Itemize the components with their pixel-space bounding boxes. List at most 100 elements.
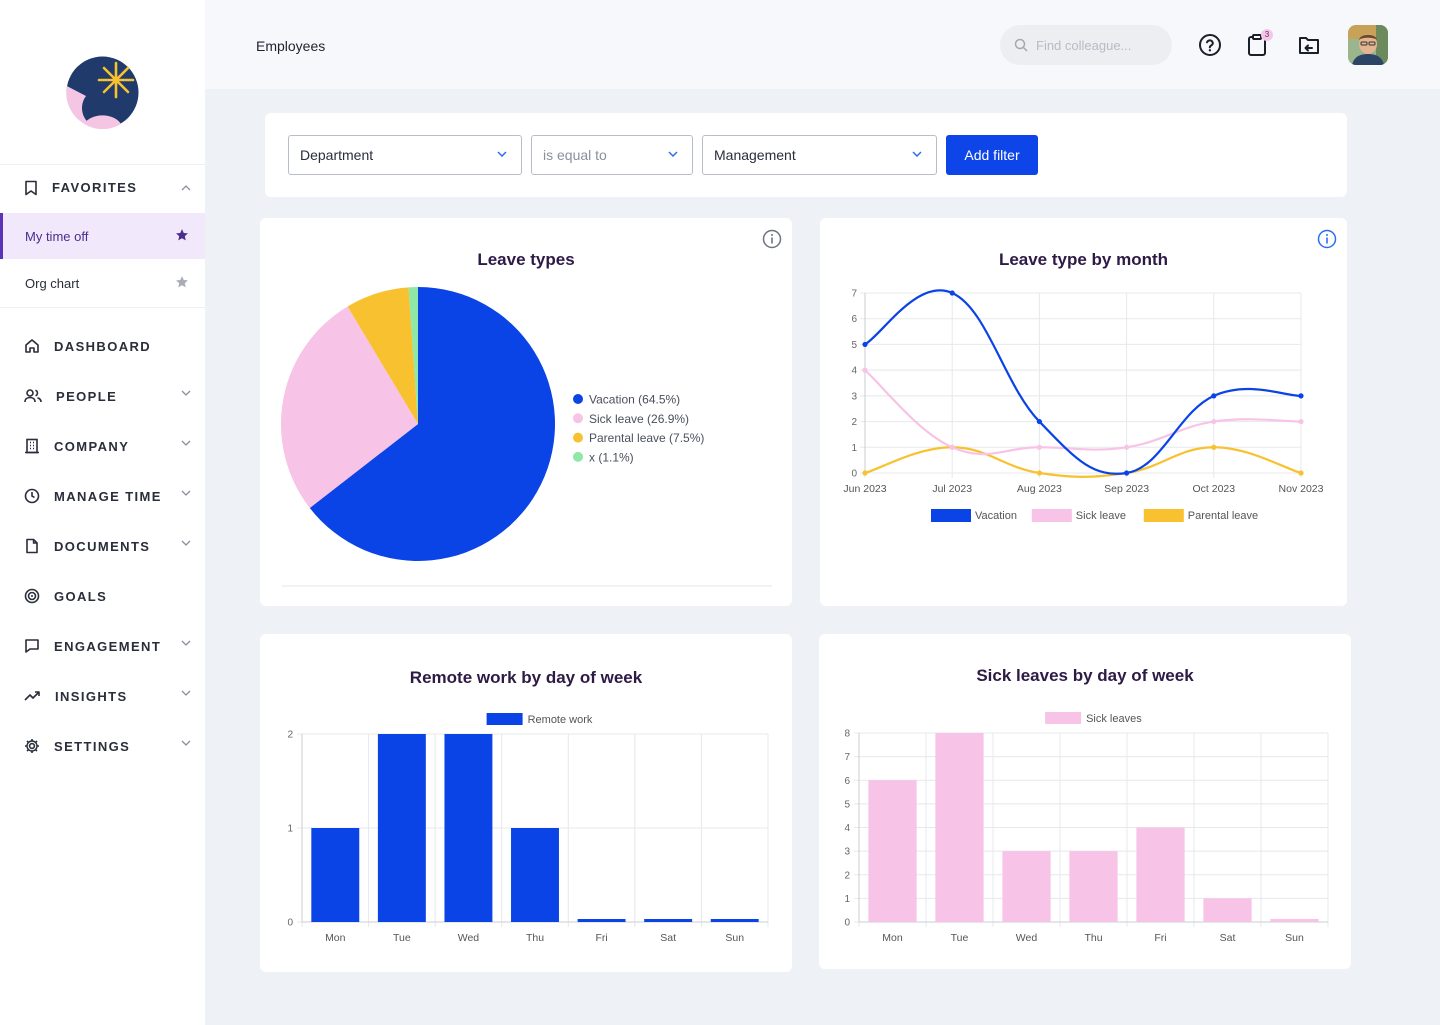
search-input[interactable]	[1036, 37, 1156, 53]
bar-sun	[710, 919, 759, 922]
filter-value-select[interactable]: Management	[702, 135, 937, 175]
nav-company[interactable]: COMPANY	[0, 428, 205, 464]
company-logo[interactable]	[66, 56, 139, 129]
select-value: is equal to	[543, 147, 607, 163]
nav-label: GOALS	[54, 588, 108, 604]
nav-label: MANAGE TIME	[54, 488, 162, 504]
x-tick-label: Sun	[725, 932, 744, 944]
search-box[interactable]	[1000, 25, 1172, 65]
pie-slice-sick-leave	[281, 306, 418, 508]
nav-goals[interactable]: GOALS	[0, 578, 205, 614]
y-tick-label: 3	[851, 391, 857, 402]
add-filter-button[interactable]: Add filter	[946, 135, 1038, 175]
x-tick-label: Sat	[660, 932, 676, 944]
nav-settings[interactable]: SETTINGS	[0, 728, 205, 764]
switch-account-icon[interactable]	[1297, 33, 1321, 57]
legend-swatch	[931, 509, 971, 522]
leave-types-card: Leave types Vacation (64.5%) Sick leave (…	[260, 218, 792, 606]
favorite-my-time-off[interactable]: My time off	[0, 213, 205, 259]
bar-thu	[511, 828, 559, 922]
legend-swatch	[573, 394, 583, 404]
favorite-org-chart[interactable]: Org chart	[0, 260, 205, 306]
y-tick-label: 6	[844, 776, 850, 787]
legend-label: Sick leave	[1076, 510, 1126, 522]
user-avatar[interactable]	[1348, 25, 1388, 65]
select-value: Department	[300, 147, 374, 163]
chart-title: Leave types	[477, 250, 575, 269]
bar-thu	[1069, 851, 1118, 922]
nav-documents[interactable]: DOCUMENTS	[0, 528, 205, 564]
leave-by-month-line-chart: 0 1 2 3 4 5 6 7 Jun 2023 Jul 2023 Aug 2023 Sep 2023…	[843, 289, 1324, 522]
legend-label: Parental leave	[1188, 510, 1258, 522]
chevron-down-icon	[668, 151, 678, 157]
data-point	[1298, 418, 1304, 425]
y-tick-label: 0	[287, 918, 293, 929]
x-tick-label: Jul 2023	[932, 483, 972, 495]
filter-bar: Department is equal to Management Add fi…	[265, 113, 1347, 197]
x-tick-label: Thu	[526, 932, 544, 944]
data-point	[949, 444, 955, 450]
legend-label: x (1.1%)	[589, 450, 634, 464]
data-point	[862, 367, 868, 373]
clipboard-button[interactable]: 3	[1247, 29, 1273, 57]
filter-operator-select[interactable]: is equal to	[531, 135, 693, 175]
help-icon[interactable]	[1198, 33, 1222, 57]
y-tick-label: 2	[851, 417, 857, 428]
building-icon	[25, 438, 39, 454]
bar-tue	[377, 734, 426, 922]
clock-icon	[24, 488, 40, 504]
bookmark-icon	[25, 180, 37, 195]
x-tick-label: Mon	[882, 932, 903, 944]
select-value: Management	[714, 147, 796, 163]
info-icon[interactable]	[762, 229, 782, 249]
legend-label: Vacation	[975, 510, 1017, 522]
nav-label: PEOPLE	[56, 388, 118, 404]
nav-engagement[interactable]: ENGAGEMENT	[0, 628, 205, 664]
nav-manage-time[interactable]: MANAGE TIME	[0, 478, 205, 514]
x-tick-label: Tue	[951, 932, 969, 944]
favorites-section-toggle[interactable]: FAVORITES	[0, 164, 205, 210]
x-tick-label: Mon	[325, 932, 346, 944]
bar-mon	[868, 780, 917, 922]
chevron-down-icon	[912, 151, 922, 157]
star-icon[interactable]	[175, 228, 189, 242]
bar-sat	[644, 919, 693, 922]
favorites-label: FAVORITES	[52, 180, 138, 195]
nav-dashboard[interactable]: DASHBOARD	[0, 328, 205, 364]
bar-fri	[1136, 827, 1185, 922]
bar-wed	[1002, 851, 1051, 922]
bar-fri	[577, 919, 626, 922]
sick-leaves-card: Sick leaves by day of week 0 1 2 3 4 5 6 7 8 Mon T…	[819, 634, 1351, 969]
legend-swatch	[573, 413, 583, 424]
y-tick-label: 1	[287, 824, 293, 835]
chart-title: Sick leaves by day of week	[976, 666, 1194, 685]
star-icon[interactable]	[175, 275, 189, 289]
top-bar: Employees 3	[205, 0, 1440, 89]
x-tick-label: Fri	[1154, 932, 1166, 944]
bar-mon	[311, 828, 360, 922]
chevron-up-icon	[181, 185, 191, 191]
x-tick-label: Jun 2023	[843, 483, 886, 495]
x-tick-label: Tue	[393, 932, 411, 944]
data-point	[1298, 393, 1304, 399]
line-series-vacation	[864, 289, 1302, 475]
filter-field-select[interactable]: Department	[288, 135, 522, 175]
nav-insights[interactable]: INSIGHTS	[0, 678, 205, 714]
x-tick-label: Oct 2023	[1192, 483, 1235, 495]
data-point	[1036, 470, 1042, 476]
x-tick-label: Sat	[1220, 932, 1236, 944]
pie-slice-parental-leave	[347, 287, 418, 424]
info-icon[interactable]	[1317, 229, 1337, 249]
nav-label: INSIGHTS	[55, 688, 128, 704]
nav-people[interactable]: PEOPLE	[0, 378, 205, 414]
pie-slice-x	[408, 287, 418, 424]
y-tick-label: 4	[851, 366, 857, 377]
legend-label: Parental leave (7.5%)	[589, 431, 704, 445]
x-tick-label: Wed	[1016, 932, 1038, 944]
y-tick-label: 5	[844, 799, 850, 810]
remote-work-bar-chart: 0 1 2 Mon Tue Wed Thu Fri Sat Sun Remote work	[287, 713, 769, 944]
gear-icon	[25, 739, 39, 753]
chevron-down-icon	[181, 740, 191, 746]
data-point	[1036, 444, 1042, 450]
search-icon	[1014, 38, 1028, 52]
